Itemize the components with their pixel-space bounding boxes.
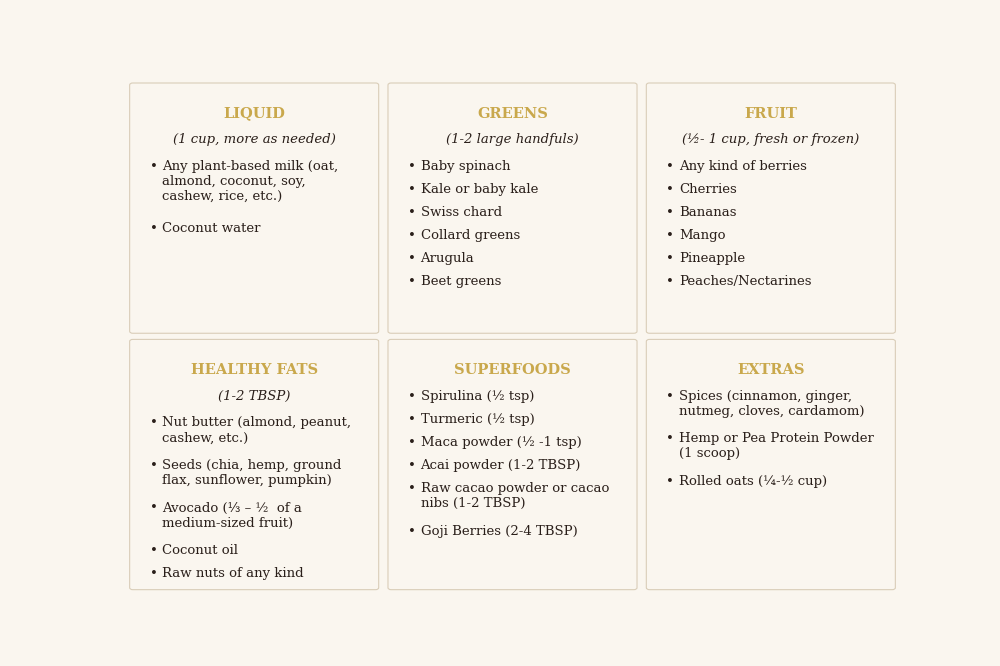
Text: •: •	[408, 183, 416, 196]
Text: •: •	[408, 160, 416, 173]
Text: •: •	[150, 544, 158, 557]
Text: Goji Berries (2-4 TBSP): Goji Berries (2-4 TBSP)	[421, 525, 577, 537]
Text: Nut butter (almond, peanut,
cashew, etc.): Nut butter (almond, peanut, cashew, etc.…	[162, 416, 351, 444]
Text: Peaches/Nectarines: Peaches/Nectarines	[679, 275, 811, 288]
Text: (1-2 large handfuls): (1-2 large handfuls)	[446, 133, 579, 147]
Text: •: •	[666, 160, 674, 173]
Text: (1 cup, more as needed): (1 cup, more as needed)	[173, 133, 336, 147]
Text: Bananas: Bananas	[679, 206, 736, 219]
Text: •: •	[150, 501, 158, 514]
Text: •: •	[666, 275, 674, 288]
Text: •: •	[408, 413, 416, 426]
Text: •: •	[408, 252, 416, 265]
Text: Baby spinach: Baby spinach	[421, 160, 510, 173]
Text: FRUIT: FRUIT	[744, 107, 797, 121]
Text: Turmeric (½ tsp): Turmeric (½ tsp)	[421, 413, 534, 426]
Text: •: •	[666, 229, 674, 242]
Text: Cherries: Cherries	[679, 183, 737, 196]
Text: GREENS: GREENS	[477, 107, 548, 121]
Text: •: •	[408, 229, 416, 242]
Text: •: •	[666, 475, 674, 488]
Text: Kale or baby kale: Kale or baby kale	[421, 183, 538, 196]
Text: •: •	[408, 436, 416, 449]
Text: •: •	[408, 275, 416, 288]
Text: •: •	[666, 390, 674, 403]
Text: Coconut oil: Coconut oil	[162, 544, 238, 557]
Text: •: •	[408, 525, 416, 537]
Text: Pineapple: Pineapple	[679, 252, 745, 265]
Text: •: •	[408, 482, 416, 495]
Text: •: •	[150, 160, 158, 173]
Text: Seeds (chia, hemp, ground
flax, sunflower, pumpkin): Seeds (chia, hemp, ground flax, sunflowe…	[162, 459, 342, 487]
Text: Spices (cinnamon, ginger,
nutmeg, cloves, cardamom): Spices (cinnamon, ginger, nutmeg, cloves…	[679, 390, 864, 418]
FancyBboxPatch shape	[646, 340, 895, 589]
Text: •: •	[666, 432, 674, 446]
Text: •: •	[408, 390, 416, 403]
Text: •: •	[150, 416, 158, 430]
FancyBboxPatch shape	[646, 83, 895, 333]
Text: •: •	[408, 459, 416, 472]
Text: Arugula: Arugula	[421, 252, 474, 265]
Text: •: •	[666, 206, 674, 219]
Text: •: •	[666, 183, 674, 196]
Text: Maca powder (½ -1 tsp): Maca powder (½ -1 tsp)	[421, 436, 581, 449]
Text: EXTRAS: EXTRAS	[737, 363, 805, 377]
Text: Swiss chard: Swiss chard	[421, 206, 502, 219]
Text: •: •	[150, 567, 158, 580]
Text: •: •	[408, 206, 416, 219]
Text: SUPERFOODS: SUPERFOODS	[454, 363, 571, 377]
Text: Any plant-based milk (oat,
almond, coconut, soy,
cashew, rice, etc.): Any plant-based milk (oat, almond, cocon…	[162, 160, 338, 203]
Text: Mango: Mango	[679, 229, 725, 242]
FancyBboxPatch shape	[388, 340, 637, 589]
Text: Any kind of berries: Any kind of berries	[679, 160, 807, 173]
Text: Collard greens: Collard greens	[421, 229, 520, 242]
Text: Raw nuts of any kind: Raw nuts of any kind	[162, 567, 304, 580]
Text: Avocado (⅓ – ½  of a
medium-sized fruit): Avocado (⅓ – ½ of a medium-sized fruit)	[162, 501, 302, 529]
Text: •: •	[666, 252, 674, 265]
Text: •: •	[150, 222, 158, 235]
Text: HEALTHY FATS: HEALTHY FATS	[191, 363, 318, 377]
FancyBboxPatch shape	[130, 83, 379, 333]
Text: (½- 1 cup, fresh or frozen): (½- 1 cup, fresh or frozen)	[682, 133, 859, 147]
Text: Rolled oats (¼-½ cup): Rolled oats (¼-½ cup)	[679, 475, 827, 488]
Text: •: •	[150, 459, 158, 472]
Text: (1-2 TBSP): (1-2 TBSP)	[218, 390, 290, 403]
Text: Beet greens: Beet greens	[421, 275, 501, 288]
Text: Hemp or Pea Protein Powder
(1 scoop): Hemp or Pea Protein Powder (1 scoop)	[679, 432, 874, 460]
Text: Acai powder (1-2 TBSP): Acai powder (1-2 TBSP)	[421, 459, 581, 472]
Text: Coconut water: Coconut water	[162, 222, 261, 235]
Text: Spirulina (½ tsp): Spirulina (½ tsp)	[421, 390, 534, 403]
FancyBboxPatch shape	[130, 340, 379, 589]
FancyBboxPatch shape	[388, 83, 637, 333]
Text: Raw cacao powder or cacao
nibs (1-2 TBSP): Raw cacao powder or cacao nibs (1-2 TBSP…	[421, 482, 609, 510]
Text: LIQUID: LIQUID	[223, 107, 285, 121]
